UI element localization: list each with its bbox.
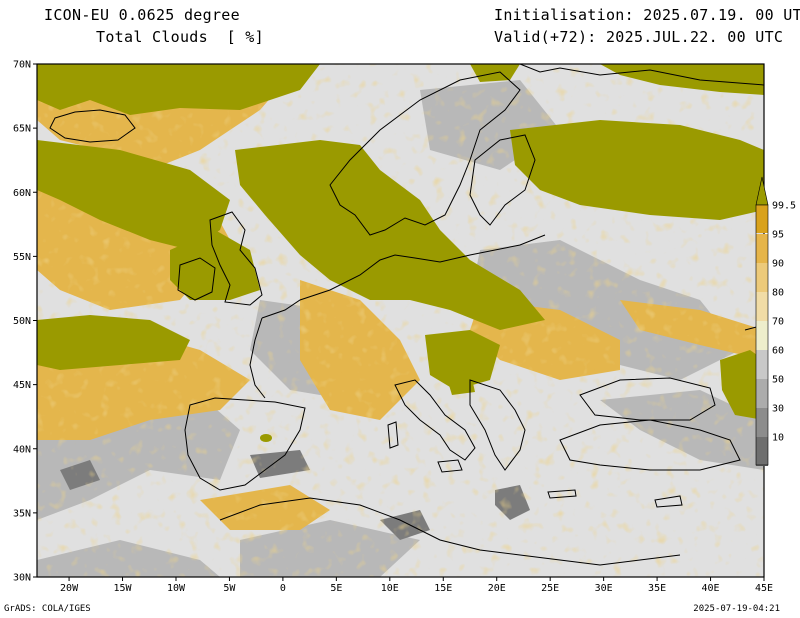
legend-swatch	[756, 234, 768, 263]
lon-tick-label: 5W	[223, 583, 236, 594]
lon-tick-label: 10W	[167, 583, 186, 594]
lon-tick-label: 5E	[330, 583, 342, 594]
generation-timestamp: 2025-07-19-04:21	[693, 604, 780, 614]
legend-swatch	[756, 205, 768, 233]
lat-tick-label: 65N	[13, 124, 31, 135]
lon-tick-label: 35E	[648, 583, 666, 594]
valid-time: Valid(+72): 2025.JUL.22. 00 UTC	[494, 28, 784, 46]
legend-swatch	[756, 437, 768, 466]
color-legend: 99.5 95 90 80 70 60 50 30 10	[755, 176, 796, 466]
model-title: ICON-EU 0.0625 degree	[44, 6, 240, 24]
legend-swatch	[756, 350, 768, 379]
overcast-areas	[37, 64, 764, 442]
longitude-axis: 20W 15W 10W 5W 0 5E 10E 15E 20E 25E 30E 35E 40E 45E	[60, 577, 773, 594]
lat-tick-label: 45N	[13, 380, 31, 391]
grads-credit: GrADS: COLA/IGES	[4, 604, 91, 614]
lat-tick-label: 50N	[13, 316, 31, 327]
lon-tick-label: 15W	[113, 583, 132, 594]
lon-tick-label: 20E	[488, 583, 506, 594]
lat-tick-label: 60N	[13, 188, 31, 199]
lon-tick-label: 30E	[595, 583, 613, 594]
lat-tick-label: 30N	[13, 573, 31, 584]
legend-swatch	[756, 379, 768, 408]
lon-tick-label: 15E	[434, 583, 452, 594]
initialisation-time: Initialisation: 2025.07.19. 00 UTC	[494, 6, 800, 24]
lat-tick-label: 40N	[13, 444, 31, 455]
legend-swatch	[756, 408, 768, 437]
lon-tick-label: 45E	[755, 583, 773, 594]
legend-label: 70	[772, 317, 784, 328]
legend-label: 99.5	[772, 201, 796, 212]
coastlines	[49, 64, 764, 566]
legend-label: 50	[772, 375, 784, 386]
legend-label: 60	[772, 346, 784, 357]
lon-tick-label: 25E	[541, 583, 559, 594]
legend-label: 30	[772, 404, 784, 415]
lat-tick-label: 35N	[13, 508, 31, 519]
lon-tick-label: 20W	[60, 583, 79, 594]
legend-swatch	[756, 321, 768, 350]
lat-tick-label: 70N	[13, 60, 31, 71]
latitude-axis: 30N 35N 40N 45N 50N 55N 60N 65N 70N	[13, 60, 37, 584]
legend-label: 80	[772, 288, 784, 299]
legend-border	[755, 204, 769, 466]
cloud-field	[37, 64, 764, 577]
legend-swatch	[756, 263, 768, 292]
lon-tick-label: 0	[280, 583, 286, 594]
legend-label: 90	[772, 259, 784, 270]
lon-tick-label: 40E	[702, 583, 720, 594]
legend-label: 10	[772, 433, 784, 444]
field-title: Total Clouds [ %]	[96, 28, 264, 46]
lat-tick-label: 55N	[13, 252, 31, 263]
lon-tick-label: 10E	[381, 583, 399, 594]
legend-swatch	[756, 292, 768, 321]
legend-label: 95	[772, 230, 784, 241]
